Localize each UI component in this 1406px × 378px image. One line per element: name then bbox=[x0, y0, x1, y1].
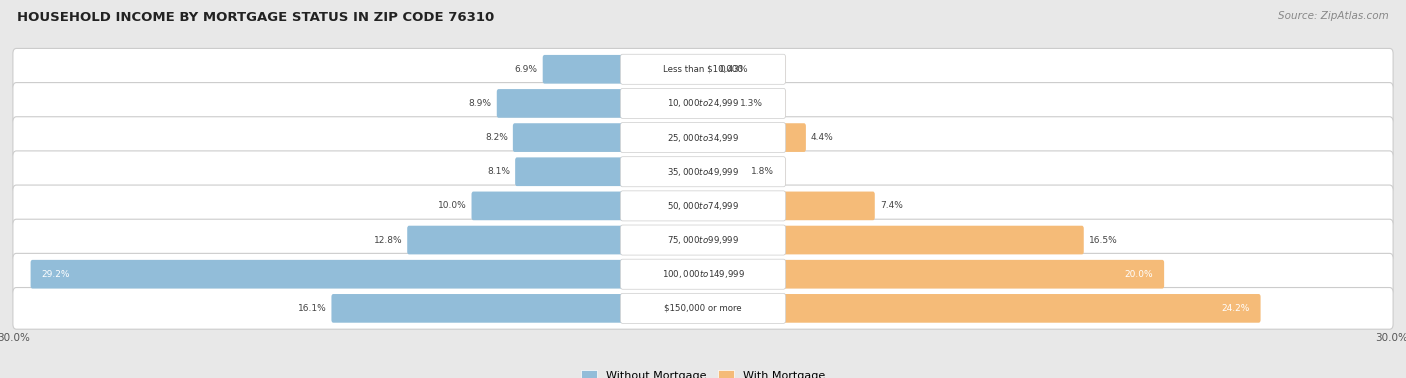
Text: 16.5%: 16.5% bbox=[1088, 235, 1118, 245]
FancyBboxPatch shape bbox=[782, 294, 1261, 323]
Text: 7.4%: 7.4% bbox=[880, 201, 903, 211]
FancyBboxPatch shape bbox=[782, 260, 1164, 288]
FancyBboxPatch shape bbox=[620, 191, 786, 221]
FancyBboxPatch shape bbox=[496, 89, 624, 118]
FancyBboxPatch shape bbox=[620, 293, 786, 324]
Text: $100,000 to $149,999: $100,000 to $149,999 bbox=[661, 268, 745, 280]
FancyBboxPatch shape bbox=[620, 88, 786, 118]
FancyBboxPatch shape bbox=[408, 226, 624, 254]
FancyBboxPatch shape bbox=[13, 151, 1393, 192]
FancyBboxPatch shape bbox=[471, 192, 624, 220]
Text: 20.0%: 20.0% bbox=[1125, 270, 1153, 279]
Text: Source: ZipAtlas.com: Source: ZipAtlas.com bbox=[1278, 11, 1389, 21]
Text: $50,000 to $74,999: $50,000 to $74,999 bbox=[666, 200, 740, 212]
FancyBboxPatch shape bbox=[782, 123, 806, 152]
Text: $150,000 or more: $150,000 or more bbox=[664, 304, 742, 313]
Text: 10.0%: 10.0% bbox=[437, 201, 467, 211]
Text: 4.4%: 4.4% bbox=[811, 133, 834, 142]
FancyBboxPatch shape bbox=[620, 122, 786, 153]
FancyBboxPatch shape bbox=[13, 117, 1393, 158]
FancyBboxPatch shape bbox=[513, 123, 624, 152]
FancyBboxPatch shape bbox=[515, 157, 624, 186]
FancyBboxPatch shape bbox=[13, 185, 1393, 227]
FancyBboxPatch shape bbox=[13, 288, 1393, 329]
FancyBboxPatch shape bbox=[782, 157, 786, 186]
FancyBboxPatch shape bbox=[782, 89, 786, 118]
Text: $35,000 to $49,999: $35,000 to $49,999 bbox=[666, 166, 740, 178]
FancyBboxPatch shape bbox=[13, 253, 1393, 295]
Text: $10,000 to $24,999: $10,000 to $24,999 bbox=[666, 98, 740, 109]
Text: $25,000 to $34,999: $25,000 to $34,999 bbox=[666, 132, 740, 144]
Text: Less than $10,000: Less than $10,000 bbox=[664, 65, 742, 74]
Text: 1.8%: 1.8% bbox=[751, 167, 775, 176]
Text: HOUSEHOLD INCOME BY MORTGAGE STATUS IN ZIP CODE 76310: HOUSEHOLD INCOME BY MORTGAGE STATUS IN Z… bbox=[17, 11, 494, 24]
FancyBboxPatch shape bbox=[13, 219, 1393, 261]
FancyBboxPatch shape bbox=[13, 48, 1393, 90]
Text: 8.2%: 8.2% bbox=[485, 133, 508, 142]
Text: 1.3%: 1.3% bbox=[740, 99, 762, 108]
FancyBboxPatch shape bbox=[620, 225, 786, 255]
Text: 6.9%: 6.9% bbox=[515, 65, 537, 74]
FancyBboxPatch shape bbox=[332, 294, 624, 323]
FancyBboxPatch shape bbox=[620, 157, 786, 187]
Text: 0.43%: 0.43% bbox=[720, 65, 748, 74]
FancyBboxPatch shape bbox=[620, 259, 786, 289]
FancyBboxPatch shape bbox=[620, 54, 786, 84]
Text: 16.1%: 16.1% bbox=[298, 304, 326, 313]
FancyBboxPatch shape bbox=[782, 192, 875, 220]
Text: $75,000 to $99,999: $75,000 to $99,999 bbox=[666, 234, 740, 246]
FancyBboxPatch shape bbox=[31, 260, 624, 288]
FancyBboxPatch shape bbox=[782, 55, 786, 84]
FancyBboxPatch shape bbox=[782, 226, 1084, 254]
Text: 12.8%: 12.8% bbox=[374, 235, 402, 245]
FancyBboxPatch shape bbox=[543, 55, 624, 84]
Text: 24.2%: 24.2% bbox=[1222, 304, 1250, 313]
Text: 8.9%: 8.9% bbox=[468, 99, 492, 108]
Legend: Without Mortgage, With Mortgage: Without Mortgage, With Mortgage bbox=[576, 366, 830, 378]
FancyBboxPatch shape bbox=[13, 82, 1393, 124]
Text: 29.2%: 29.2% bbox=[42, 270, 70, 279]
Text: 8.1%: 8.1% bbox=[486, 167, 510, 176]
